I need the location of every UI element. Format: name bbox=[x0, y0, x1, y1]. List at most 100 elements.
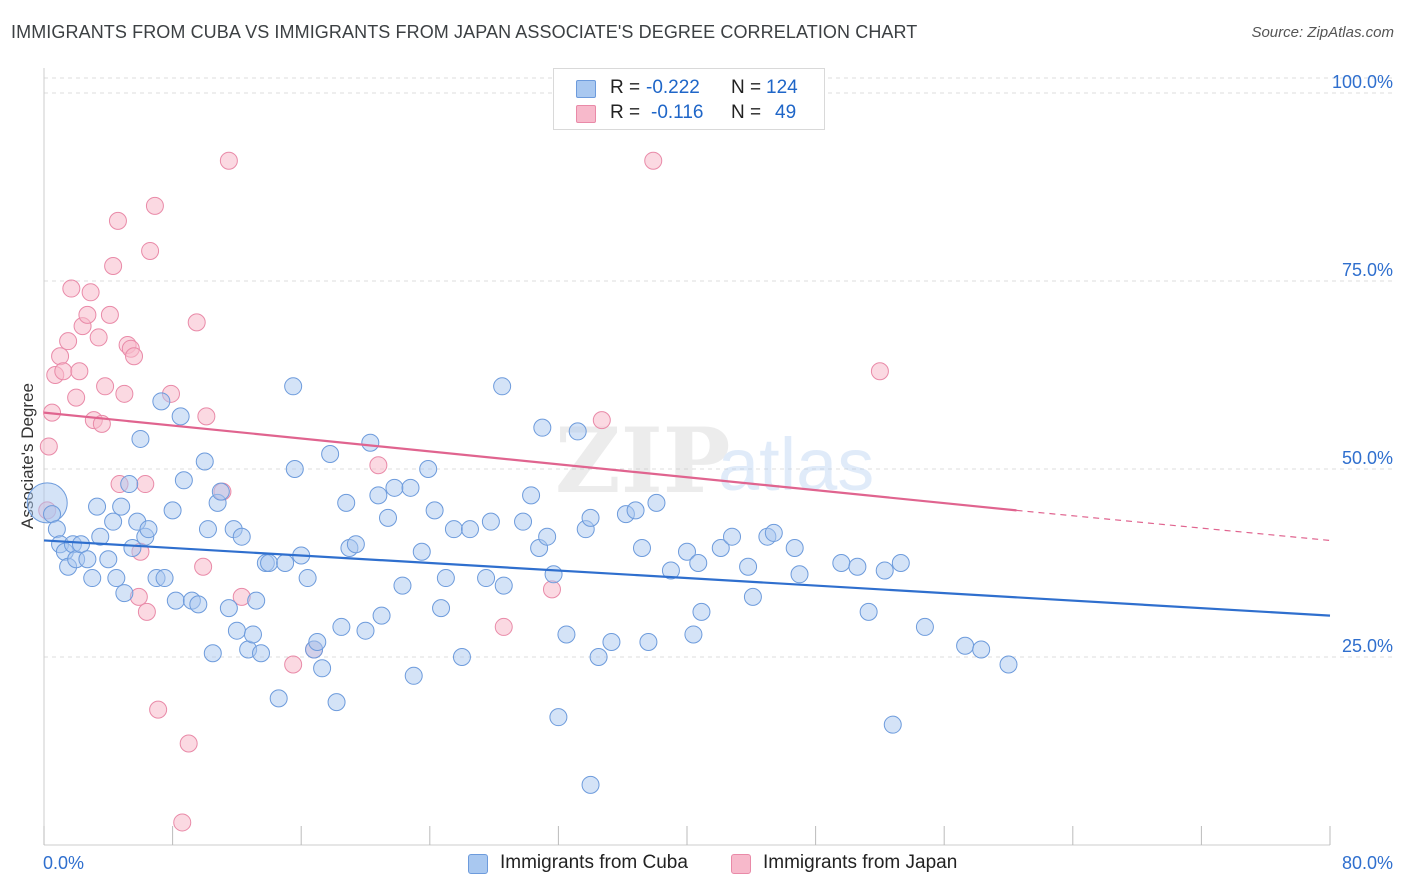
cuba-point bbox=[689, 554, 708, 573]
cuba-point bbox=[269, 689, 288, 708]
cuba-point bbox=[139, 520, 158, 539]
trend-lines bbox=[43, 411, 1331, 617]
japan-point bbox=[149, 700, 168, 719]
japan-point bbox=[81, 283, 100, 302]
japan-point bbox=[145, 196, 164, 215]
cuba-point bbox=[47, 520, 66, 539]
cuba-point bbox=[514, 512, 533, 531]
cuba-point bbox=[452, 648, 471, 667]
cuba-point bbox=[78, 550, 97, 569]
cuba-point bbox=[404, 666, 423, 685]
cuba-point bbox=[243, 625, 262, 644]
cuba-point bbox=[859, 602, 878, 621]
cuba-point bbox=[372, 606, 391, 625]
japan-point bbox=[369, 456, 388, 475]
cuba-point bbox=[369, 486, 388, 505]
cuba-point bbox=[232, 527, 251, 546]
cuba-point bbox=[764, 523, 783, 542]
japan-point bbox=[54, 362, 73, 381]
bottom-japan-swatch bbox=[731, 854, 751, 874]
y-tick-label: 75.0% bbox=[1342, 260, 1393, 280]
cuba-point bbox=[477, 569, 496, 588]
japan-point bbox=[51, 347, 70, 366]
cuba-n-label: N = bbox=[731, 77, 762, 98]
cuba-point bbox=[401, 478, 420, 497]
cuba-point bbox=[337, 493, 356, 512]
cuba-point bbox=[211, 482, 230, 501]
cuba-point bbox=[436, 569, 455, 588]
source-label: Source: ZipAtlas.com bbox=[1251, 24, 1394, 41]
japan-swatch bbox=[576, 105, 596, 123]
y-tick-label: 50.0% bbox=[1342, 448, 1393, 468]
japan-trend-extension bbox=[1016, 509, 1331, 542]
cuba-point bbox=[308, 632, 327, 651]
chart-title: IMMIGRANTS FROM CUBA VS IMMIGRANTS FROM … bbox=[11, 22, 918, 42]
japan-point bbox=[89, 328, 108, 347]
cuba-point bbox=[568, 422, 587, 441]
cuba-point bbox=[107, 569, 126, 588]
cuba-point bbox=[549, 708, 568, 727]
cuba-point bbox=[155, 569, 174, 588]
japan-point bbox=[179, 734, 198, 753]
cuba-point bbox=[83, 569, 102, 588]
japan-point bbox=[104, 256, 123, 275]
cuba-point bbox=[284, 377, 303, 396]
cuba-point bbox=[581, 775, 600, 794]
cuba-point bbox=[356, 621, 375, 640]
x-tick-label: 0.0% bbox=[43, 853, 84, 873]
tick-labels: 25.0% 50.0% 75.0% 100.0% 0.0% 80.0% bbox=[43, 72, 1393, 873]
cuba-swatch bbox=[576, 80, 596, 98]
japan-point bbox=[542, 580, 561, 599]
japan-point bbox=[197, 407, 216, 426]
cuba-point bbox=[332, 617, 351, 636]
y-tick-label: 100.0% bbox=[1332, 72, 1393, 92]
japan-n-value: 49 bbox=[775, 102, 797, 123]
cuba-point bbox=[88, 497, 107, 516]
cuba-point bbox=[790, 565, 809, 584]
japan-point bbox=[125, 347, 144, 366]
y-tick-label: 25.0% bbox=[1342, 636, 1393, 656]
japan-point bbox=[870, 362, 889, 381]
cuba-point bbox=[43, 505, 62, 524]
cuba-point bbox=[723, 527, 742, 546]
grid-lines bbox=[44, 77, 1392, 658]
cuba-point bbox=[189, 595, 208, 614]
cuba-r-value: -0.222 bbox=[646, 77, 700, 98]
japan-point bbox=[187, 313, 206, 332]
cuba-point bbox=[276, 554, 295, 573]
japan-point bbox=[39, 437, 58, 456]
cuba-point bbox=[832, 554, 851, 573]
cuba-point bbox=[639, 632, 658, 651]
japan-trend-line bbox=[43, 411, 1017, 512]
cuba-point bbox=[131, 429, 150, 448]
cuba-point bbox=[915, 617, 934, 636]
japan-point bbox=[115, 384, 134, 403]
cuba-point bbox=[285, 460, 304, 479]
japan-point bbox=[78, 305, 97, 324]
cuba-point bbox=[298, 569, 317, 588]
cuba-point bbox=[163, 501, 182, 520]
cuba-point bbox=[999, 655, 1018, 674]
bottom-cuba-swatch bbox=[468, 854, 488, 874]
cuba-point bbox=[743, 587, 762, 606]
japan-point bbox=[644, 151, 663, 170]
cuba-point bbox=[626, 501, 645, 520]
cuba-point bbox=[120, 475, 139, 494]
cuba-point bbox=[198, 520, 217, 539]
cuba-point bbox=[481, 512, 500, 531]
cuba-point bbox=[321, 444, 340, 463]
japan-point bbox=[70, 362, 89, 381]
cuba-point bbox=[494, 576, 513, 595]
japan-point bbox=[219, 151, 238, 170]
japan-point bbox=[67, 388, 86, 407]
cuba-point bbox=[393, 576, 412, 595]
cuba-point bbox=[581, 508, 600, 527]
japan-point bbox=[592, 411, 611, 430]
cuba-point bbox=[412, 542, 431, 561]
cuba-n-value: 124 bbox=[766, 77, 798, 98]
cuba-point bbox=[174, 471, 193, 490]
japan-point bbox=[62, 279, 81, 298]
cuba-point bbox=[557, 625, 576, 644]
cuba-r-label: R = bbox=[610, 77, 641, 98]
